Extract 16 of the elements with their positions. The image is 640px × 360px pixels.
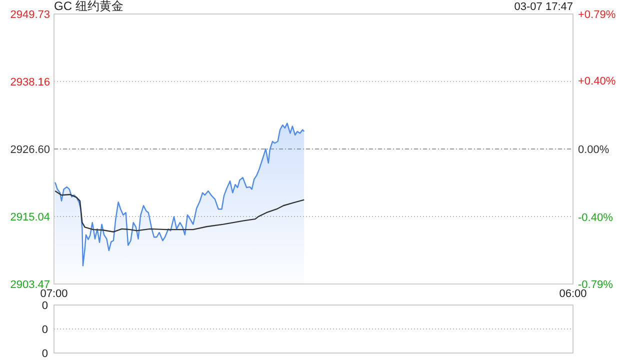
x-tick-label: 07:00 — [40, 288, 68, 300]
y-tick-label: 2938.16 — [10, 76, 50, 88]
text: 0 — [42, 348, 48, 360]
y2-tick-label: -0.40% — [578, 212, 614, 224]
y-tick-label: 2926.60 — [10, 144, 50, 156]
text: 0 — [42, 300, 48, 312]
y-tick-label: 2949.73 — [10, 8, 50, 21]
y2-tick-label: 0.00% — [578, 144, 610, 156]
chart-title: GC 纽约黄金 — [54, 0, 124, 13]
x-tick-label: 06:00 — [559, 288, 587, 300]
y2-tick-label: +0.40% — [578, 75, 616, 88]
text: 03-07 17:47 — [514, 1, 573, 13]
y2-tick-label: -0.79% — [578, 278, 614, 291]
text: 0 — [42, 324, 48, 336]
y-tick-label: 2915.04 — [10, 211, 50, 224]
y2-tick-label: +0.79% — [578, 8, 616, 21]
